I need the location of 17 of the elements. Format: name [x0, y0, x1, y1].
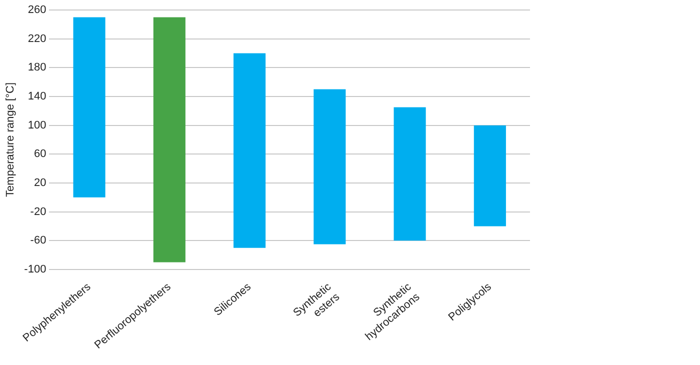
bar [474, 125, 506, 226]
y-tick-label: -60 [30, 234, 46, 247]
y-tick-label: -20 [30, 206, 46, 218]
y-tick-label: 20 [34, 177, 46, 190]
bar [153, 17, 186, 262]
y-tick-label: 220 [28, 32, 46, 45]
bar [394, 107, 426, 241]
y-tick-label: 100 [28, 119, 46, 132]
y-tick-label: 140 [28, 90, 46, 103]
y-tick-label: 260 [28, 4, 46, 16]
y-axis-title: Temperature range [°C] [4, 82, 17, 197]
bar [314, 89, 346, 244]
y-tick-label: -100 [24, 263, 46, 276]
y-tick-label: 180 [28, 62, 46, 74]
bar [73, 17, 106, 198]
y-tick-label: 60 [34, 148, 46, 160]
bar [234, 53, 266, 248]
